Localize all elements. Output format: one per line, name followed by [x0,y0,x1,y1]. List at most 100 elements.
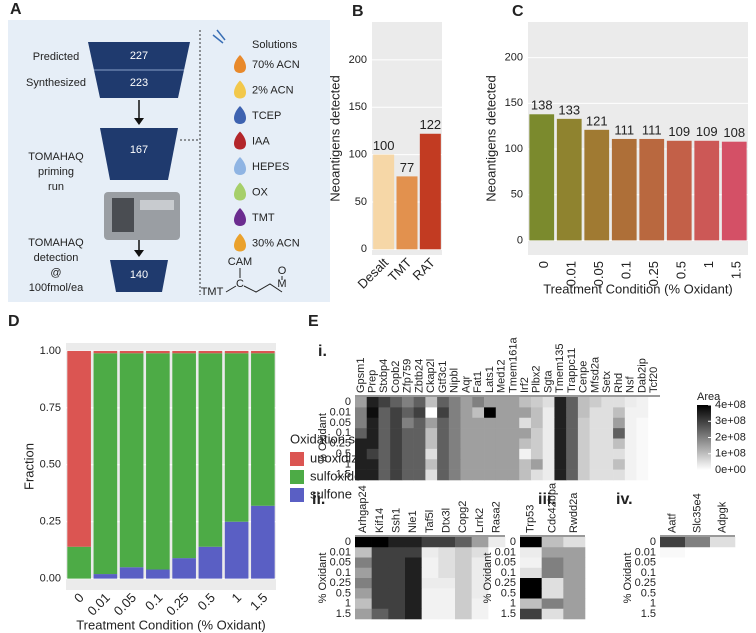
y-tick-label: 200 [505,52,523,64]
heatmap-cell [613,407,626,419]
structure-label: O [278,265,287,277]
heatmap-cell [438,547,456,558]
heatmap-cell [660,578,686,589]
heatmap-cell [405,598,422,610]
heatmap-cell [624,448,637,460]
colorbar-label: 0e+00 [715,464,746,476]
heatmap-cell [460,438,473,450]
heatmap-cell [448,459,461,470]
bar-segment [172,350,196,354]
heatmap-cell [519,459,532,470]
heatmap-cell [355,557,372,569]
heatmap-cell [405,567,422,579]
heatmap-cell [425,459,438,470]
heatmap-cell [624,407,637,419]
row-label: 0 [345,536,351,548]
heatmap-cell [648,448,661,460]
heatmap-cell [624,459,637,470]
bar-segment [146,569,170,579]
heatmap-cell [405,547,422,558]
heatmap-cell [413,438,426,450]
heatmap-cell [563,598,586,610]
y-tick-label: 0.00 [40,573,61,585]
x-tick-label: 0.05 [111,590,140,619]
bar-segment [172,558,196,579]
heatmap-cell [484,448,497,460]
instrument-part [112,198,134,232]
heatmap-cell [421,608,439,620]
heatmap-cell [405,608,422,620]
x-axis-title: Treatment Condition (% Oxidant) [543,281,733,296]
heatmap-cell [388,537,406,548]
stage-label: TOMAHAQ [28,151,84,163]
x-tick-label: 0 [71,590,87,606]
heatmap-cell [438,588,456,599]
row-label: 0.1 [336,427,351,439]
heatmap-cell [710,557,736,569]
x-tick-label: 0.05 [591,261,606,286]
heatmap-cell [519,469,532,481]
row-label: 0.25 [330,438,351,450]
heatmap-cell [541,567,564,579]
heatmap-cell [613,428,626,439]
solutions-title: Solutions [252,39,298,51]
heatmap-cell [589,417,602,429]
column-label: Gtf3c1 [437,361,449,393]
column-label: Mfsd2a [589,356,601,393]
heatmap-cell [554,459,567,470]
heatmap-cell [660,557,686,569]
heatmap-cell [355,448,368,460]
row-label: 0.01 [330,546,351,558]
heatmap-cell [488,547,506,558]
heatmap-cell [636,407,649,419]
heatmap-cell [390,469,403,481]
heatmap-cell [624,417,637,429]
row-label: 0.5 [336,587,351,599]
stage-label: TOMAHAQ [28,237,84,249]
column-label: Zbtb24 [413,359,425,393]
heatmap-cell [484,469,497,481]
heatmap-cell [437,397,450,408]
column-label: Rwdd2a [568,492,580,533]
heatmap-cell [378,417,391,429]
bar-segment [119,567,144,579]
bar-segment [224,521,249,579]
heatmap-cell [455,567,472,579]
heatmap-cell [448,397,461,408]
heatmap-cell [421,598,439,610]
row-label: 0.01 [330,406,351,418]
heatmap-cell [554,397,567,408]
heatmap-cell [401,448,414,460]
heatmap-cell [507,417,520,429]
arrowhead [134,250,144,257]
row-label: 0.1 [501,567,516,579]
bar [419,133,441,250]
heatmap-cell [601,397,614,408]
heatmap-cell [355,397,368,408]
row-label: 1.5 [336,469,351,481]
sub-panel-label: i. [318,343,327,360]
heatmap-cell [577,407,590,419]
heatmap-cell [541,537,564,548]
value-label: 111 [614,122,634,137]
heatmap-cell [455,547,472,558]
column-label: Nle1 [407,510,419,533]
droplet [234,131,246,150]
heatmap-cell [366,397,379,408]
heatmap-cell [507,469,520,481]
heatmap-cell [541,547,564,558]
row-label: 0.5 [641,587,656,599]
heatmap-cell [685,578,711,589]
heatmap-cell [554,448,567,460]
heatmap-cell [425,407,438,419]
heatmap-cell [388,547,406,558]
column-label: Nsf [625,376,637,393]
column-label: Trappc11 [566,348,578,393]
heatmap-cell [455,608,472,620]
heatmap-cell [507,459,520,470]
heatmap-cell [541,578,564,589]
heatmap-cell [636,469,649,481]
heatmap-cell [648,397,661,408]
heatmap-cell [710,547,736,558]
heatmap-cell [519,417,532,429]
